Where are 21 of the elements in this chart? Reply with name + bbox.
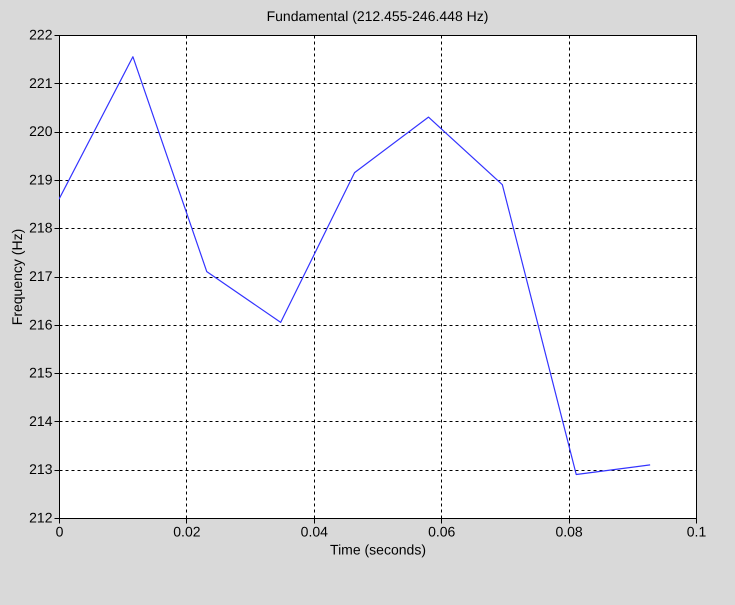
y-tick-label: 221 — [29, 74, 53, 91]
x-tick-label: 0.06 — [428, 524, 456, 540]
x-tick-label: 0.02 — [173, 524, 201, 540]
y-tick-label: 214 — [29, 412, 53, 429]
x-tick-label: 0 — [56, 524, 64, 540]
y-tick-label: 222 — [29, 26, 53, 42]
y-tick-label: 220 — [29, 123, 53, 140]
y-tick-label: 219 — [29, 171, 53, 188]
y-tick-label: 213 — [29, 461, 53, 478]
chart-title: Fundamental (212.455-246.448 Hz) — [266, 8, 488, 24]
x-tick-label: 0.04 — [300, 524, 328, 540]
y-tick-label: 216 — [29, 316, 53, 332]
y-tick-label: 215 — [29, 364, 53, 381]
x-axis-title: Time (seconds) — [330, 542, 426, 558]
x-tick-label: 0.1 — [686, 524, 706, 540]
line-series — [59, 56, 651, 476]
x-tick-label: 0.08 — [555, 524, 583, 540]
y-axis-title: Frequency (Hz) — [9, 228, 26, 326]
y-tick-label: 218 — [29, 220, 53, 236]
y-tick-label: 212 — [29, 510, 53, 526]
y-tick-label: 217 — [29, 268, 53, 284]
